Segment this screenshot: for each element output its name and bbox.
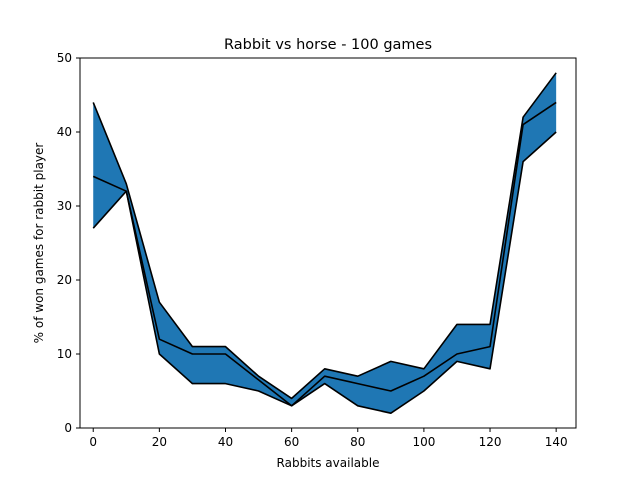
y-axis-title: % of won games for rabbit player — [32, 143, 46, 344]
y-axis: 0 10 20 30 40 50 — [57, 51, 80, 435]
y-tick-label: 40 — [57, 125, 72, 139]
x-tick-label: 20 — [152, 435, 167, 449]
series-lines-layer — [92, 72, 557, 415]
upper-bound-line — [92, 72, 557, 400]
y-tick-label: 30 — [57, 199, 72, 213]
x-tick-label: 120 — [479, 435, 502, 449]
lower-bound-line — [92, 131, 557, 415]
y-tick-label: 0 — [64, 421, 72, 435]
x-axis: 0 20 40 60 80 100 120 140 — [89, 428, 568, 449]
x-tick-label: 40 — [218, 435, 233, 449]
x-tick-label: 100 — [412, 435, 435, 449]
y-tick-label: 20 — [57, 273, 72, 287]
y-tick-label: 10 — [57, 347, 72, 361]
x-axis-title: Rabbits available — [277, 456, 380, 470]
middle-line — [92, 101, 557, 407]
y-tick-label: 50 — [57, 51, 72, 65]
plot-frame — [79, 57, 577, 429]
x-tick-label: 60 — [284, 435, 299, 449]
x-tick-label: 80 — [350, 435, 365, 449]
chart-title: Rabbit vs horse - 100 games — [224, 37, 432, 53]
x-tick-label: 0 — [89, 435, 97, 449]
band-fill-layer — [93, 72, 557, 414]
x-tick-label: 140 — [545, 435, 568, 449]
band-area — [93, 72, 557, 414]
